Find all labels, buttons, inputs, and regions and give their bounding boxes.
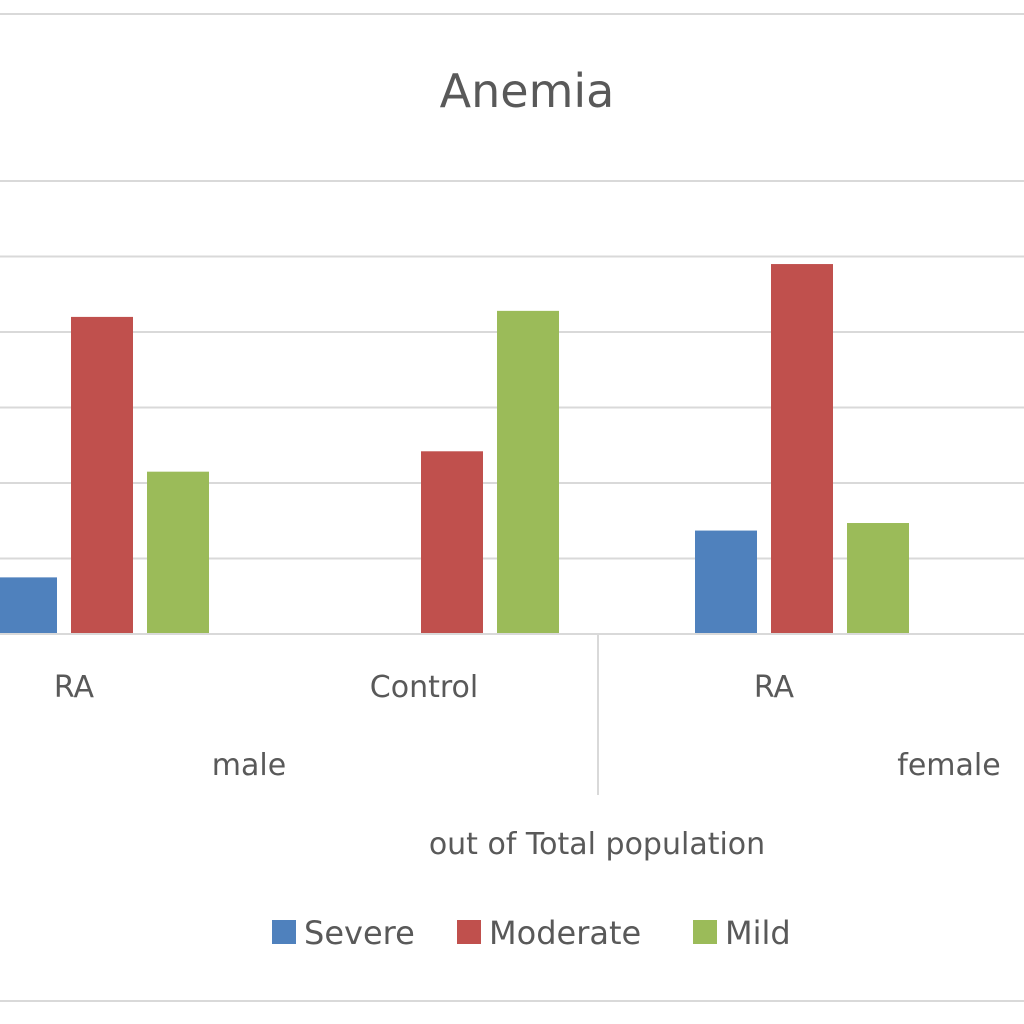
group-label: male xyxy=(212,748,286,783)
legend: Severe Moderate Mild xyxy=(272,914,791,952)
bars xyxy=(0,264,909,634)
bar-mild-2 xyxy=(497,310,559,634)
bar-moderate-2 xyxy=(421,451,483,634)
chart-title: Anemia xyxy=(440,64,615,118)
legend-label-moderate: Moderate xyxy=(489,914,641,952)
legend-swatch-moderate xyxy=(457,920,481,944)
category-label: Control xyxy=(370,670,478,705)
x-axis-title: out of Total population xyxy=(429,827,765,862)
category-label: RA xyxy=(54,670,95,705)
group-label: female xyxy=(897,748,1000,783)
legend-swatch-severe xyxy=(272,920,296,944)
bar-mild-1 xyxy=(147,471,209,634)
group-labels: male female xyxy=(212,748,1001,783)
legend-label-severe: Severe xyxy=(304,914,415,952)
category-label: RA xyxy=(754,670,795,705)
bar-severe-3 xyxy=(695,530,757,634)
bar-moderate-1 xyxy=(71,316,133,634)
bar-moderate-3 xyxy=(771,264,833,634)
bar-mild-3 xyxy=(847,523,909,634)
legend-label-mild: Mild xyxy=(725,914,791,952)
bar-severe-1 xyxy=(0,577,57,634)
legend-swatch-mild xyxy=(693,920,717,944)
category-labels: RAControlRAControl xyxy=(54,670,795,705)
